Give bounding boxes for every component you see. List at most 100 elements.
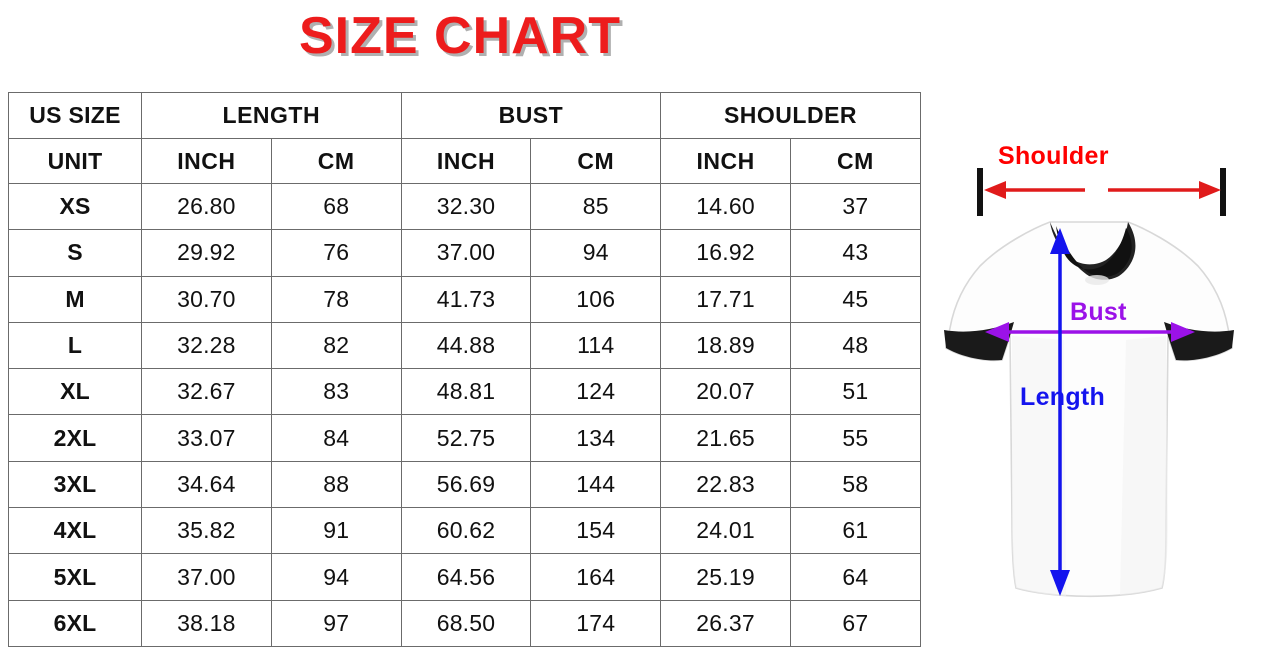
header-unit-bust-inch: INCH	[400, 138, 532, 184]
cell-value: 124	[530, 368, 662, 416]
header-row-units: UNIT INCH CM INCH CM INCH CM	[8, 138, 921, 184]
table-header: US SIZE LENGTH BUST SHOULDER UNIT INCH C…	[8, 92, 921, 184]
cell-value: 24.01	[660, 507, 791, 555]
cell-value: 68.50	[400, 599, 532, 647]
cell-size: 2XL	[8, 414, 142, 462]
cell-value: 58	[789, 460, 921, 509]
table-row: 2XL 33.07 84 52.75 134 21.65 55	[8, 414, 921, 462]
header-unit-length-cm: CM	[270, 138, 402, 184]
cell-value: 144	[530, 460, 662, 509]
table-row: 6XL 38.18 97 68.50 174 26.37 67	[8, 599, 921, 647]
cell-value: 35.82	[141, 507, 272, 555]
cell-value: 45	[789, 275, 921, 323]
cell-size: 6XL	[8, 599, 142, 647]
cell-value: 76	[270, 229, 402, 277]
cell-value: 154	[530, 507, 662, 555]
cell-value: 164	[530, 553, 662, 601]
table-row: 3XL 34.64 88 56.69 144 22.83 58	[8, 460, 921, 509]
bust-arrow	[985, 322, 1195, 342]
cell-value: 32.67	[141, 368, 272, 416]
cell-value: 114	[530, 321, 662, 370]
cell-value: 29.92	[141, 229, 272, 277]
cell-value: 64	[789, 553, 921, 601]
cell-value: 55	[789, 414, 921, 462]
cell-size: XL	[8, 368, 142, 416]
table-row: XL 32.67 83 48.81 124 20.07 51	[8, 368, 921, 416]
cell-value: 37.00	[400, 229, 532, 277]
cell-value: 38.18	[141, 599, 272, 647]
cell-value: 43	[789, 229, 921, 277]
cell-value: 32.30	[400, 182, 532, 231]
cell-value: 17.71	[660, 275, 791, 323]
cell-value: 44.88	[400, 321, 532, 370]
cell-value: 20.07	[660, 368, 791, 416]
label-length: Length	[1020, 383, 1106, 411]
cell-value: 91	[270, 507, 402, 555]
cell-value: 30.70	[141, 275, 272, 323]
label-bust: Bust	[1070, 298, 1127, 326]
cell-value: 22.83	[660, 460, 791, 509]
header-unit-shoulder-cm: CM	[789, 138, 921, 184]
header-unit-bust-cm: CM	[530, 138, 662, 184]
table-row: 4XL 35.82 91 60.62 154 24.01 61	[8, 507, 921, 555]
shoulder-tick-right	[1220, 168, 1226, 216]
table-body: XS 26.80 68 32.30 85 14.60 37 S 29.92 76 37.00 94 16…	[8, 182, 921, 647]
header-unit-length-inch: INCH	[141, 138, 272, 184]
cell-value: 26.37	[660, 599, 791, 647]
cell-value: 84	[270, 414, 402, 462]
cell-value: 16.92	[660, 229, 791, 277]
cell-size: L	[8, 321, 142, 370]
cell-value: 134	[530, 414, 662, 462]
cell-size: S	[8, 229, 142, 277]
table-row: M 30.70 78 41.73 106 17.71 45	[8, 275, 921, 323]
cell-value: 88	[270, 460, 402, 509]
table-row: S 29.92 76 37.00 94 16.92 43	[8, 229, 921, 277]
cell-value: 18.89	[660, 321, 791, 370]
cell-value: 26.80	[141, 182, 272, 231]
cell-value: 33.07	[141, 414, 272, 462]
cell-value: 21.65	[660, 414, 791, 462]
cell-value: 48.81	[400, 368, 532, 416]
header-unit-shoulder-inch: INCH	[660, 138, 791, 184]
tshirt-shape	[944, 221, 1234, 598]
cell-value: 14.60	[660, 182, 791, 231]
cell-value: 97	[270, 599, 402, 647]
size-chart-table: US SIZE LENGTH BUST SHOULDER UNIT INCH C…	[8, 92, 921, 647]
cell-value: 94	[270, 553, 402, 601]
tshirt-illustration	[944, 168, 1234, 598]
page-title: SIZE CHART	[299, 7, 621, 65]
label-shoulder: Shoulder	[998, 142, 1109, 170]
cell-value: 82	[270, 321, 402, 370]
cell-value: 64.56	[400, 553, 532, 601]
header-group-length: LENGTH	[141, 92, 402, 139]
measurement-diagram: Shoulder Bust Length	[930, 0, 1280, 644]
header-group-bust: BUST	[400, 92, 662, 139]
length-arrow	[1050, 228, 1070, 596]
cell-value: 51	[789, 368, 921, 416]
table-row: 5XL 37.00 94 64.56 164 25.19 64	[8, 553, 921, 601]
cell-value: 61	[789, 507, 921, 555]
cell-value: 67	[789, 599, 921, 647]
cell-value: 174	[530, 599, 662, 647]
cell-value: 34.64	[141, 460, 272, 509]
cell-value: 52.75	[400, 414, 532, 462]
cell-value: 60.62	[400, 507, 532, 555]
cell-size: XS	[8, 182, 142, 231]
header-unit-label: UNIT	[8, 138, 142, 184]
shoulder-arrow-left	[984, 181, 1085, 199]
shoulder-arrow-right	[1108, 181, 1221, 199]
header-row-groups: US SIZE LENGTH BUST SHOULDER	[8, 92, 921, 139]
cell-value: 83	[270, 368, 402, 416]
cell-value: 37.00	[141, 553, 272, 601]
cell-value: 94	[530, 229, 662, 277]
cell-value: 25.19	[660, 553, 791, 601]
cell-value: 41.73	[400, 275, 532, 323]
table-row: L 32.28 82 44.88 114 18.89 48	[8, 321, 921, 370]
cell-value: 68	[270, 182, 402, 231]
cell-value: 78	[270, 275, 402, 323]
cell-value: 32.28	[141, 321, 272, 370]
header-us-size: US SIZE	[8, 92, 142, 139]
cell-value: 48	[789, 321, 921, 370]
cell-value: 56.69	[400, 460, 532, 509]
cell-size: 4XL	[8, 507, 142, 555]
